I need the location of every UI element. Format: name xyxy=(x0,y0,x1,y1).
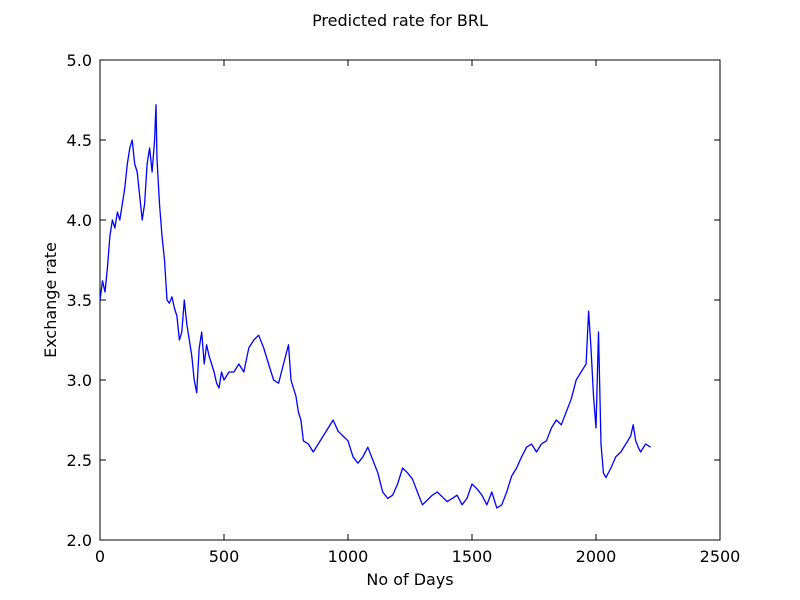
chart-title: Predicted rate for BRL xyxy=(312,11,488,30)
x-tick-label: 2000 xyxy=(576,547,617,566)
x-tick-label: 2500 xyxy=(700,547,741,566)
x-tick-label: 1000 xyxy=(328,547,369,566)
ticks-layer: 0 500 1000 1500 2000 2500 2.0 2.5 3.0 3.5 4.0 4.5 5.… xyxy=(67,51,741,566)
y-tick-label: 3.0 xyxy=(67,371,92,390)
x-tick-label: 1500 xyxy=(452,547,493,566)
y-tick-label: 2.5 xyxy=(67,451,92,470)
y-tick-label: 5.0 xyxy=(67,51,92,70)
series-line-0 xyxy=(99,104,651,509)
y-tick-label: 4.0 xyxy=(67,211,92,230)
series-layer xyxy=(99,104,651,509)
x-axis-title: No of Days xyxy=(366,570,453,589)
y-tick-label: 2.0 xyxy=(67,531,92,550)
y-tick-label: 4.5 xyxy=(67,131,92,150)
x-tick-label: 500 xyxy=(209,547,240,566)
x-tick-label: 0 xyxy=(95,547,105,566)
plot-frame xyxy=(99,59,721,541)
y-axis-title: Exchange rate xyxy=(41,242,60,358)
y-tick-label: 3.5 xyxy=(67,291,92,310)
